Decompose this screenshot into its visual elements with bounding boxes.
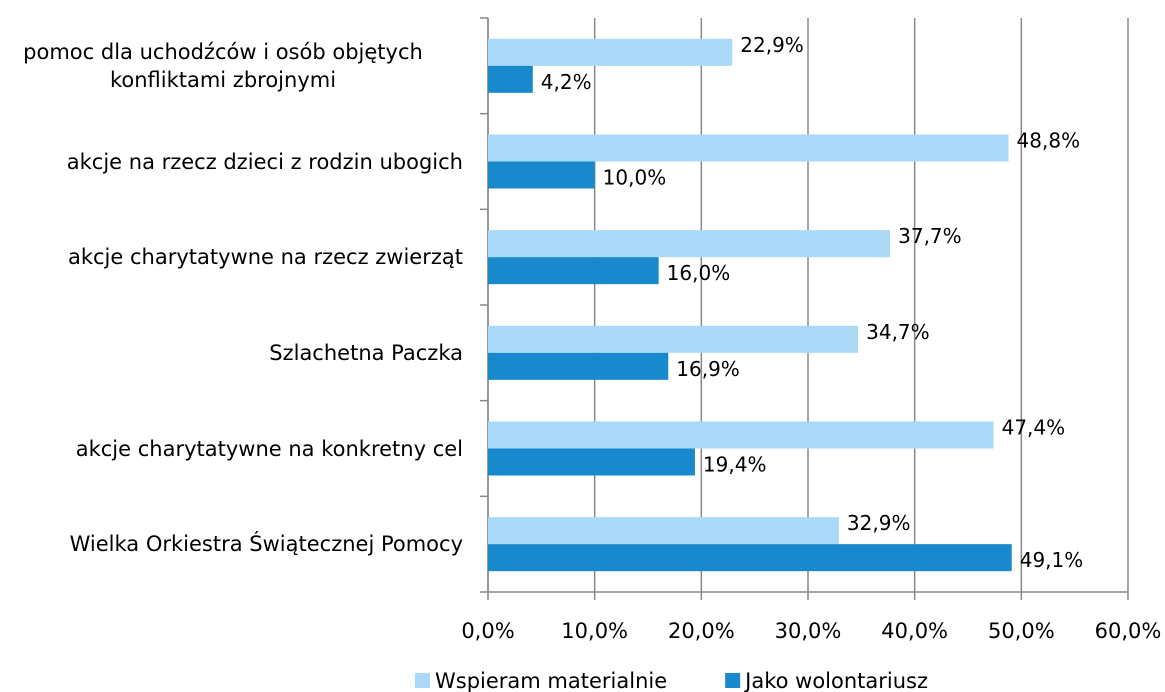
x-tick-label: 0,0%	[461, 619, 514, 643]
bar	[488, 421, 994, 449]
value-label: 48,8%	[1017, 129, 1081, 153]
value-label: 16,0%	[667, 261, 731, 285]
x-tick-label: 60,0%	[1095, 619, 1162, 643]
y-tick-label-box: akcje charytatywne na konkretny cel	[0, 409, 463, 489]
legend-swatch	[415, 673, 430, 688]
bar	[488, 352, 669, 380]
x-tick-label: 30,0%	[775, 619, 842, 643]
y-tick-label-box: pomoc dla uchodźców i osób objętych konf…	[0, 26, 463, 106]
value-label: 10,0%	[603, 166, 667, 190]
bar	[488, 161, 595, 189]
bar	[488, 38, 733, 66]
value-label: 34,7%	[866, 320, 930, 344]
x-tick-label: 10,0%	[561, 619, 628, 643]
y-tick-label: akcje na rzecz dzieci z rodzin ubogich	[66, 149, 463, 174]
value-label: 22,9%	[740, 33, 804, 57]
bar	[488, 517, 839, 545]
y-tick-label-box: Szlachetna Paczka	[0, 313, 463, 393]
bar	[488, 230, 891, 258]
bar	[488, 65, 533, 93]
value-label: 16,9%	[676, 357, 740, 381]
y-tick-label-box: akcje charytatywne na rzecz zwierząt	[0, 217, 463, 297]
value-label: 32,9%	[847, 511, 911, 535]
x-tick-label: 40,0%	[881, 619, 948, 643]
y-tick-label: akcje charytatywne na rzecz zwierząt	[67, 245, 463, 270]
x-tick-label: 50,0%	[988, 619, 1055, 643]
bar	[488, 448, 695, 476]
y-tick-label: pomoc dla uchodźców i osób objętych konf…	[23, 39, 423, 92]
value-label: 47,4%	[1002, 416, 1066, 440]
bar	[488, 544, 1012, 572]
value-label: 37,7%	[898, 224, 962, 248]
value-label: 49,1%	[1020, 548, 1084, 572]
bar	[488, 134, 1009, 162]
legend-label: Jako wolontariusz	[743, 669, 928, 692]
bar	[488, 257, 659, 285]
y-tick-label: akcje charytatywne na konkretny cel	[75, 436, 463, 461]
bar	[488, 325, 859, 353]
y-tick-label: Szlachetna Paczka	[269, 340, 463, 365]
y-tick-label-box: Wielka Orkiestra Świątecznej Pomocy	[0, 504, 463, 584]
value-label: 4,2%	[541, 70, 592, 94]
y-tick-label: Wielka Orkiestra Świątecznej Pomocy	[69, 532, 463, 557]
value-label: 19,4%	[703, 453, 767, 477]
y-tick-label-box: akcje na rzecz dzieci z rodzin ubogich	[0, 122, 463, 202]
legend-swatch	[725, 673, 741, 688]
legend-label: Wspieram materialnie	[435, 669, 667, 692]
x-tick-label: 20,0%	[668, 619, 735, 643]
